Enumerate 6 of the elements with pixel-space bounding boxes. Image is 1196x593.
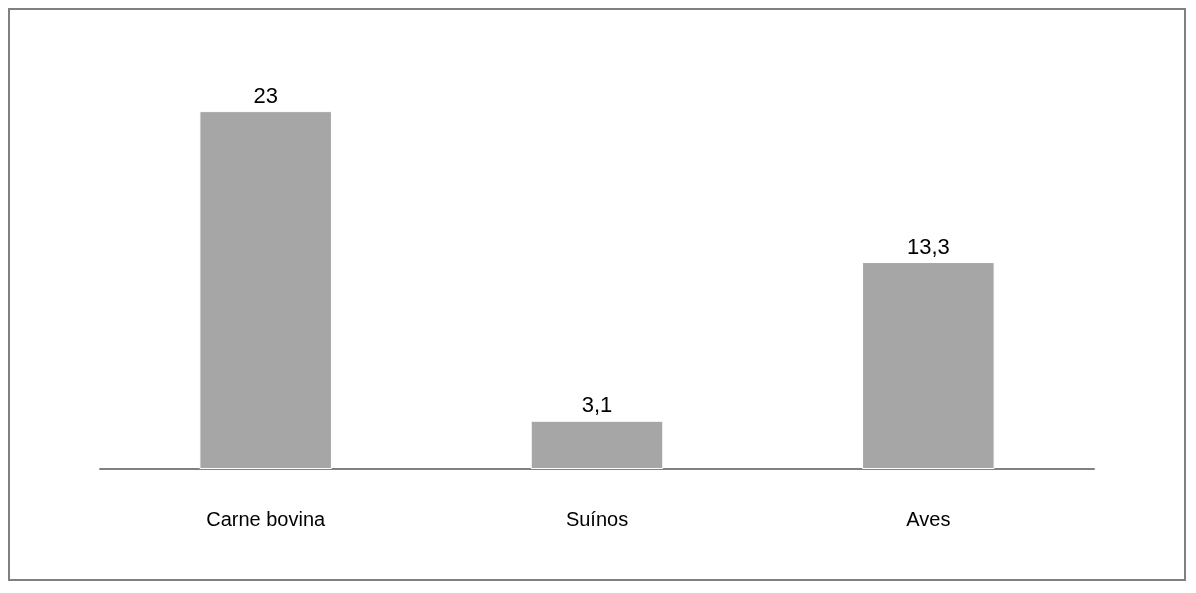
data-label: 23 (253, 82, 278, 108)
data-label: 3,1 (581, 392, 613, 418)
x-tick-label: Aves (906, 508, 951, 530)
x-tick-label: Suínos (565, 508, 629, 530)
x-tick-label: Carne bovina (206, 508, 327, 530)
data-label: 13,3 (906, 233, 950, 259)
